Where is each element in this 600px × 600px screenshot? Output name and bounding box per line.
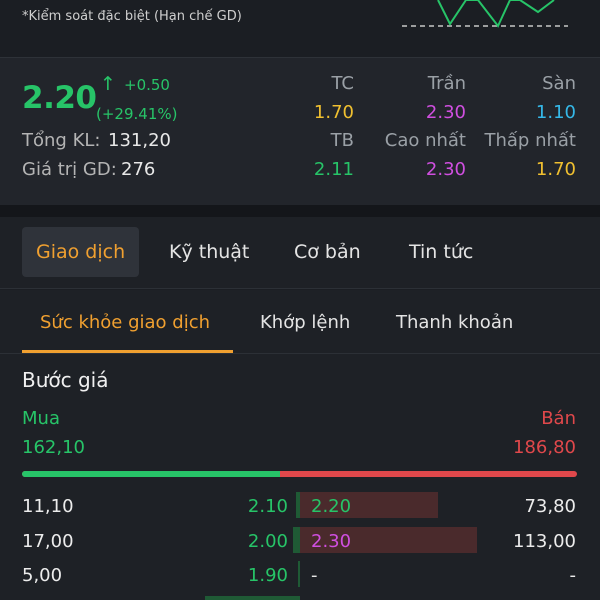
- high-price-label: Cao nhất: [384, 130, 466, 151]
- trade-value-value: 276: [121, 159, 156, 180]
- buy-ratio-fill: [22, 471, 281, 477]
- high-price-value: 2.30: [425, 159, 466, 180]
- buy-label: Mua: [22, 408, 60, 429]
- low-price-label: Thấp nhất: [484, 130, 577, 151]
- buy-price: 2.00: [247, 531, 288, 552]
- order-book-title: Bước giá: [22, 368, 109, 392]
- avg-price-value: 2.11: [313, 159, 354, 180]
- buy-depth-bar: [298, 561, 300, 587]
- section-divider: [0, 205, 600, 217]
- buy-quantity: 17,00: [22, 531, 74, 552]
- avg-price-label: TB: [330, 130, 354, 151]
- buy-quantity: 5,00: [22, 565, 63, 586]
- sell-quantity: -: [569, 565, 577, 586]
- buy-quantity: 11,10: [22, 496, 74, 517]
- subtab-trading-health[interactable]: Sức khỏe giao dịch: [40, 312, 211, 333]
- order-book-row: 17,00 2.00 2.30 113,00: [0, 525, 600, 559]
- sell-total: 186,80: [513, 437, 576, 458]
- price-change: +0.50: [124, 76, 170, 94]
- sell-price: 2.20: [311, 496, 352, 517]
- order-book-row: 5,00 1.90 - -: [0, 559, 600, 593]
- sell-price: -: [311, 565, 318, 586]
- buy-sell-ratio-bar: [22, 471, 577, 477]
- last-price: 2.20: [22, 80, 97, 116]
- ceiling-price-label: Trần: [427, 73, 466, 94]
- floor-price-value: 1.10: [535, 102, 576, 123]
- buy-depth-bar-partial: [205, 596, 300, 600]
- subtab-liquidity[interactable]: Thanh khoản: [396, 312, 514, 333]
- order-book-row: 11,10 2.10 2.20 73,80: [0, 490, 600, 524]
- tab-fundamental[interactable]: Cơ bản: [294, 241, 361, 263]
- trade-value-label: Giá trị GD:: [22, 159, 117, 180]
- floor-price-label: Sàn: [542, 73, 576, 94]
- price-change-percent: (+29.41%): [96, 105, 178, 123]
- sell-label: Bán: [541, 408, 576, 429]
- active-subtab-underline: [22, 350, 233, 353]
- main-tabs: Giao dịch Kỹ thuật Cơ bản Tin tức: [0, 217, 600, 289]
- sell-depth-bar: [300, 492, 438, 518]
- order-book-panel: [0, 354, 600, 600]
- buy-depth-bar: [296, 492, 300, 518]
- buy-depth-bar: [293, 527, 300, 553]
- quote-panel: [0, 57, 600, 205]
- low-price-value: 1.70: [535, 159, 576, 180]
- buy-price: 2.10: [247, 496, 288, 517]
- buy-total: 162,10: [22, 437, 85, 458]
- top-bar: *Kiểm soát đặc biệt (Hạn chế GD): [0, 0, 600, 56]
- ref-price-value: 1.70: [313, 102, 354, 123]
- trading-status-note: *Kiểm soát đặc biệt (Hạn chế GD): [22, 9, 242, 24]
- sell-depth-bar: [300, 527, 477, 553]
- tab-trading[interactable]: Giao dịch: [22, 227, 140, 277]
- tab-news[interactable]: Tin tức: [409, 241, 474, 263]
- total-volume-value: 131,20: [108, 130, 171, 151]
- intraday-sparkline: [402, 0, 568, 28]
- sell-quantity: 113,00: [513, 531, 576, 552]
- sell-quantity: 73,80: [524, 496, 576, 517]
- tab-technical[interactable]: Kỹ thuật: [169, 241, 250, 263]
- ceiling-price-value: 2.30: [425, 102, 466, 123]
- arrow-up-icon: ↑: [100, 73, 116, 95]
- sell-price: 2.30: [311, 531, 352, 552]
- buy-price: 1.90: [247, 565, 288, 586]
- sub-tabs: Sức khỏe giao dịch Khớp lệnh Thanh khoản: [0, 290, 600, 354]
- subtab-matched-orders[interactable]: Khớp lệnh: [260, 312, 351, 333]
- ref-price-label: TC: [331, 73, 354, 94]
- total-volume-label: Tổng KL:: [22, 130, 101, 151]
